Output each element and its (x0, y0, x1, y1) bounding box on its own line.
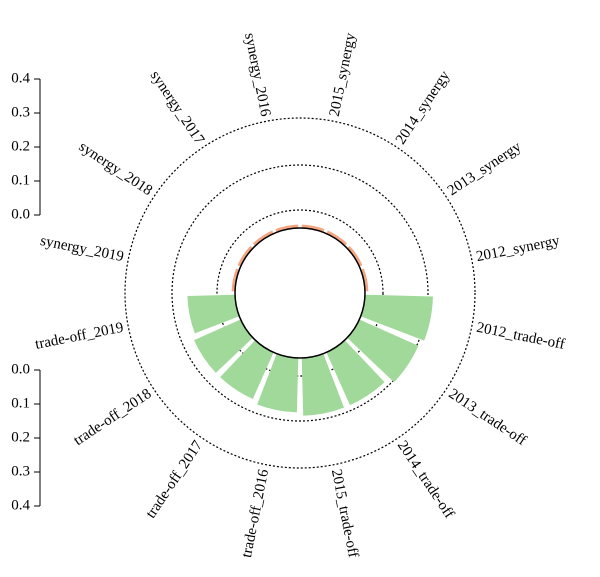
category-label: trade-off_2016 (239, 467, 272, 559)
tick-label: 0.0 (11, 361, 30, 377)
bar (347, 245, 363, 267)
tick-label: 0.3 (11, 463, 30, 479)
category-label: 2015_trade-off (328, 468, 361, 559)
bar (326, 340, 385, 406)
category-label: synergy_2019 (39, 233, 125, 265)
category-label: 2013_trade-off (446, 386, 529, 449)
category-label: trade-off_2017 (143, 438, 206, 522)
ring (216, 209, 384, 377)
tick-label: 0.4 (11, 70, 30, 86)
tick-label: 0.1 (11, 172, 30, 188)
tick-label: 0.3 (11, 104, 30, 120)
ring (124, 117, 476, 469)
bar (187, 294, 240, 334)
category-label: 2013_synergy (445, 139, 525, 200)
bar (326, 230, 348, 246)
category-label: 2014_synergy (393, 68, 454, 148)
inner-circle (234, 227, 366, 359)
category-label: synergy_2018 (76, 139, 155, 199)
tick-label: 0.2 (11, 138, 30, 154)
category-label: trade-off_2018 (71, 386, 154, 449)
category-label: synergy_2017 (147, 68, 208, 148)
bar (257, 353, 299, 413)
bar (194, 319, 253, 373)
tick-label: 0.0 (11, 206, 30, 222)
ring (171, 164, 429, 422)
category-label: 2012_trade-off (475, 320, 566, 353)
tick-label: 0.1 (11, 395, 30, 411)
bar (301, 353, 345, 416)
tick-label: 0.4 (11, 497, 30, 513)
bar (252, 230, 274, 246)
tick-label: 0.2 (11, 429, 30, 445)
grid-rings (124, 117, 476, 469)
bar (347, 319, 419, 383)
category-label: 2012_synergy (475, 233, 562, 265)
category-label: 2014_trade-off (394, 438, 457, 521)
bar (220, 340, 274, 399)
bar (237, 245, 253, 267)
bar (360, 294, 433, 341)
category-label: 2015_synergy (327, 31, 359, 118)
category-label: trade-off_2019 (34, 320, 125, 353)
category-label: synergy_2016 (241, 32, 273, 119)
